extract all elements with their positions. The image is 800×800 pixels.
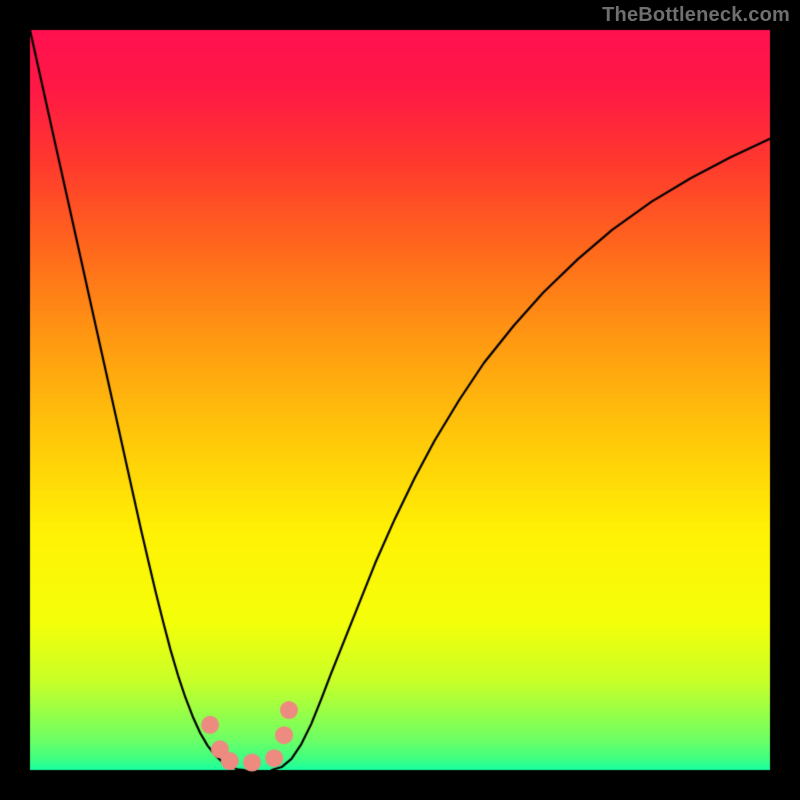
watermark-text: TheBottleneck.com [602, 4, 790, 27]
chart-container: TheBottleneck.com [0, 0, 800, 800]
bottleneck-curve-chart [0, 0, 800, 800]
